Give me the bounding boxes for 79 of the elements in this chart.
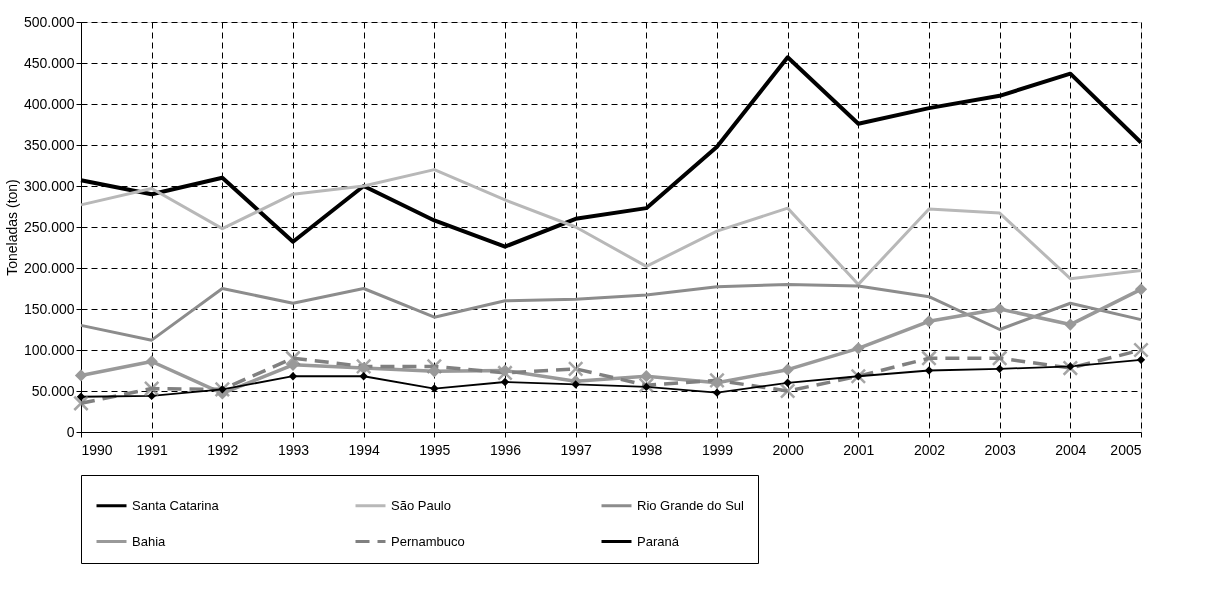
point — [76, 392, 86, 401]
point — [286, 358, 300, 371]
x-tick-label: 2001 — [843, 441, 875, 458]
point — [921, 350, 937, 367]
x-tick-label: 2005 — [1110, 441, 1142, 458]
legend-label: Paraná — [637, 533, 680, 549]
point — [218, 385, 227, 394]
y-tick-label: 300.000 — [23, 177, 75, 194]
y-tick-label: 50.000 — [31, 382, 75, 399]
point — [781, 363, 794, 376]
point — [498, 364, 512, 377]
legend-label: Rio Grande do Sul — [637, 497, 745, 513]
x-tick-label: 1994 — [348, 441, 380, 458]
point — [214, 381, 231, 398]
x-tick-label: 1990 — [81, 441, 113, 458]
y-tick-label: 400.000 — [23, 95, 75, 112]
point — [854, 372, 863, 381]
legend-label: Bahia — [132, 533, 167, 549]
point — [991, 350, 1008, 367]
x-tick-label: 1993 — [277, 441, 310, 458]
x-tick-label: 1998 — [631, 441, 663, 458]
point — [779, 383, 796, 399]
legend-label: Pernambuco — [391, 533, 465, 549]
y-tick-label: 450.000 — [23, 54, 75, 71]
x-tick-label: 1997 — [560, 441, 592, 458]
point — [924, 366, 934, 375]
point — [73, 395, 89, 412]
point — [783, 378, 792, 387]
point — [993, 302, 1006, 316]
x-tick-label: 1995 — [419, 441, 451, 458]
point — [922, 315, 936, 328]
point — [1062, 360, 1079, 376]
legend-label: São Paulo — [391, 497, 451, 513]
point — [1136, 355, 1146, 365]
x-tick-label: 2003 — [984, 441, 1016, 458]
point — [1133, 342, 1149, 358]
line-series — [79, 282, 1143, 342]
point — [145, 355, 158, 368]
y-tick-label: 0 — [66, 423, 75, 440]
point — [571, 380, 580, 389]
point — [995, 364, 1004, 374]
y-tick-label: 150.000 — [23, 300, 75, 317]
point — [288, 372, 298, 381]
y-axis-title: Toneladas (ton) — [3, 179, 20, 276]
point — [850, 368, 867, 385]
line-series — [79, 168, 1143, 286]
point — [497, 365, 513, 381]
point — [147, 391, 156, 401]
x-tick-label: 1992 — [207, 441, 239, 458]
point — [428, 365, 441, 378]
x-tick-label: 2004 — [1055, 441, 1087, 458]
y-tick-label: 250.000 — [23, 218, 75, 235]
point — [1064, 318, 1077, 331]
point — [1066, 362, 1075, 371]
point — [567, 360, 584, 377]
y-tick-label: 350.000 — [23, 136, 75, 153]
point — [426, 358, 443, 375]
point — [359, 372, 368, 381]
point — [852, 342, 865, 355]
legend-label: Santa Catarina — [132, 497, 220, 513]
point — [500, 377, 510, 387]
x-tick-label: 1991 — [136, 441, 168, 458]
point — [430, 384, 439, 393]
point — [712, 388, 722, 397]
point — [1134, 283, 1148, 296]
point — [143, 380, 160, 397]
y-tick-label: 200.000 — [23, 259, 75, 276]
y-tick-label: 100.000 — [23, 341, 75, 358]
point — [638, 377, 655, 394]
x-tick-label: 1996 — [489, 441, 522, 458]
x-tick-label: 2002 — [913, 441, 946, 458]
point — [710, 376, 724, 389]
x-tick-label: 2000 — [772, 441, 804, 458]
point — [285, 350, 301, 367]
point — [709, 372, 725, 389]
y-tick-label: 500.000 — [23, 13, 75, 30]
point — [74, 369, 88, 382]
point — [642, 382, 651, 392]
x-tick-label: 1999 — [701, 441, 734, 458]
